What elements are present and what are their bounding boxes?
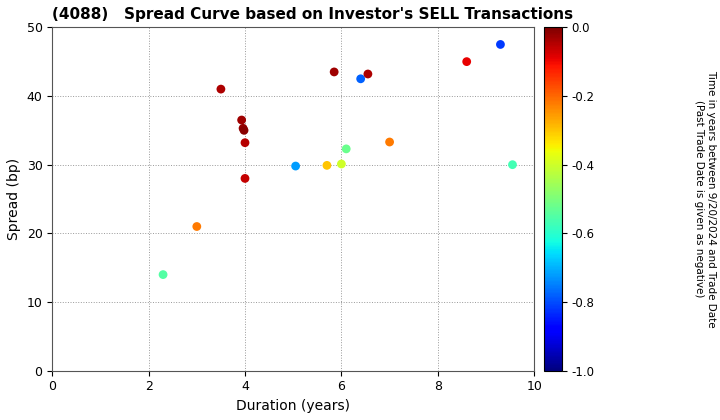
Point [362,71,374,77]
Point [341,145,352,152]
Point [191,223,202,230]
Point [321,162,333,169]
X-axis label: Duration (years): Duration (years) [236,399,350,413]
Point [157,271,168,278]
Y-axis label: Time in years between 9/20/2024 and Trade Date
(Past Trade Date is given as nega: Time in years between 9/20/2024 and Trad… [694,70,716,328]
Point [238,127,250,134]
Point [507,161,518,168]
Point [236,117,248,123]
Point [238,125,249,131]
Y-axis label: Spread (bp): Spread (bp) [7,158,21,240]
Point [495,41,506,48]
Point [336,160,347,167]
Point [355,76,366,82]
Point [328,68,340,75]
Point [239,139,251,146]
Point [239,175,251,182]
Point [215,86,227,92]
Point [290,163,302,169]
Point [461,58,472,65]
Text: (4088)   Spread Curve based on Investor's SELL Transactions: (4088) Spread Curve based on Investor's … [53,7,573,22]
Point [384,139,395,145]
